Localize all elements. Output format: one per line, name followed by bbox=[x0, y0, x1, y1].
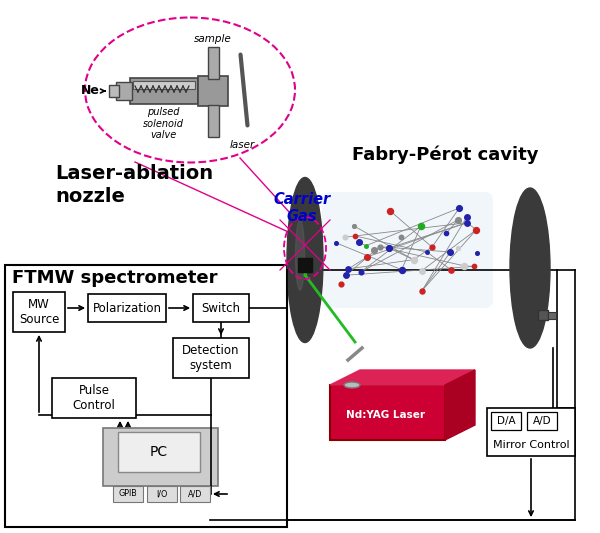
Text: Laser-ablation
nozzle: Laser-ablation nozzle bbox=[55, 164, 213, 206]
FancyBboxPatch shape bbox=[322, 192, 493, 308]
Bar bbox=[88, 294, 166, 322]
Bar bbox=[118, 432, 200, 472]
Text: Nd:YAG Laser: Nd:YAG Laser bbox=[346, 410, 425, 420]
Text: Mirror Control: Mirror Control bbox=[493, 440, 569, 450]
Bar bbox=[52, 378, 136, 418]
Text: sample: sample bbox=[194, 34, 232, 44]
Text: Switch: Switch bbox=[202, 302, 241, 314]
Text: FTMW spectrometer: FTMW spectrometer bbox=[12, 269, 218, 287]
Bar bbox=[491, 412, 521, 430]
Ellipse shape bbox=[287, 177, 323, 343]
Text: D/A: D/A bbox=[497, 416, 515, 426]
Text: Pulse
Control: Pulse Control bbox=[73, 384, 115, 412]
Bar bbox=[487, 408, 575, 456]
Bar bbox=[208, 47, 219, 79]
Bar bbox=[527, 412, 557, 430]
Bar bbox=[180, 486, 210, 502]
Bar bbox=[133, 81, 195, 89]
Text: A/D: A/D bbox=[533, 416, 551, 426]
Bar bbox=[208, 105, 219, 137]
Bar bbox=[298, 258, 312, 272]
Bar bbox=[116, 82, 132, 100]
Bar bbox=[173, 338, 249, 378]
Bar bbox=[330, 385, 445, 440]
Text: Ne: Ne bbox=[81, 85, 100, 98]
Text: Fabry-Pérot cavity: Fabry-Pérot cavity bbox=[352, 146, 538, 164]
Bar bbox=[130, 78, 198, 104]
Polygon shape bbox=[445, 370, 475, 440]
Text: Carrier
Gas: Carrier Gas bbox=[274, 192, 331, 224]
Bar bbox=[548, 312, 556, 319]
Bar bbox=[538, 310, 548, 320]
Bar bbox=[147, 486, 177, 502]
Text: laser: laser bbox=[230, 140, 255, 150]
Text: MW
Source: MW Source bbox=[19, 298, 59, 326]
Ellipse shape bbox=[296, 220, 305, 290]
Ellipse shape bbox=[344, 382, 360, 388]
Bar bbox=[103, 428, 218, 486]
Text: Detection
system: Detection system bbox=[182, 344, 240, 372]
Polygon shape bbox=[330, 370, 475, 385]
Bar bbox=[113, 486, 143, 502]
Ellipse shape bbox=[510, 188, 550, 348]
Bar bbox=[5, 265, 287, 527]
Bar bbox=[109, 85, 119, 97]
Bar bbox=[193, 294, 249, 322]
Text: Polarization: Polarization bbox=[92, 302, 161, 314]
Bar bbox=[198, 76, 228, 106]
Text: PC: PC bbox=[150, 445, 168, 459]
Text: GPIB: GPIB bbox=[119, 489, 137, 498]
Text: I/O: I/O bbox=[157, 489, 167, 498]
Text: A/D: A/D bbox=[188, 489, 202, 498]
Text: pulsed
solenoid
valve: pulsed solenoid valve bbox=[143, 107, 184, 140]
Bar bbox=[13, 292, 65, 332]
